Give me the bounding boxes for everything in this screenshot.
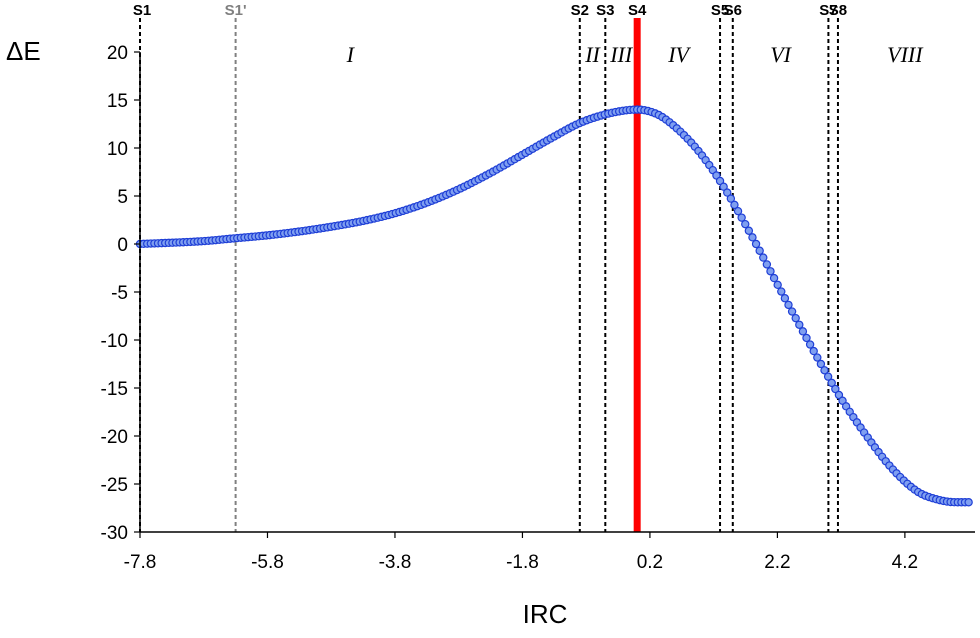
data-point [730, 200, 739, 210]
y-tick-label: -15 [101, 379, 128, 400]
x-axis-title: IRC [523, 599, 568, 629]
stage-label-9: S8 [829, 2, 847, 19]
region-label-6: VIII [887, 42, 924, 67]
region-label-4: IV [667, 42, 691, 67]
stage-label-3: S2 [571, 2, 589, 19]
data-point [784, 300, 793, 310]
data-point [827, 378, 836, 388]
stage-label-8: S7 [819, 2, 837, 19]
data-point [780, 294, 790, 303]
stage-label-4: S3 [596, 2, 614, 19]
axes [139, 52, 975, 533]
stage-label-6: S5 [711, 2, 729, 19]
x-tick-label: -3.8 [379, 552, 412, 573]
y-tick-label: -5 [111, 283, 128, 304]
data-point [802, 333, 811, 343]
y-tick-label: -30 [101, 523, 128, 544]
data-point [813, 353, 822, 362]
ticks: 20 15 10 5 0 -5 -10 -15 -20 -25 -30 -7.8 -5.8 -3.8 -1.… [101, 43, 919, 573]
data-point [787, 307, 797, 316]
y-tick-label: -20 [101, 427, 128, 448]
x-tick-label: -1.8 [506, 552, 539, 573]
data-point [805, 340, 815, 349]
y-tick-label: 5 [117, 187, 128, 208]
stage-label-1: S1 [133, 2, 151, 19]
data-point [759, 253, 768, 262]
data-point [773, 280, 782, 290]
stage-label-7: S6 [724, 2, 742, 19]
y-tick-label: 15 [107, 91, 128, 112]
data-point [737, 213, 746, 222]
data-point [762, 260, 772, 269]
data-point [795, 320, 804, 329]
region-label-1: I [346, 42, 356, 67]
data-point [820, 366, 829, 375]
data-point [777, 287, 786, 296]
y-tick-label: 0 [117, 235, 128, 256]
data-point [816, 359, 826, 369]
data-point [733, 206, 743, 216]
y-tick-label: -25 [101, 475, 128, 496]
data-point [766, 267, 775, 276]
y-tick-label: 10 [107, 139, 128, 160]
data-point [791, 313, 800, 323]
stage-label-2: S1' [225, 2, 247, 19]
y-tick-label: -10 [101, 331, 128, 352]
x-tick-label: 2.2 [764, 552, 790, 573]
data-point [744, 226, 754, 235]
x-tick-label: 0.2 [637, 552, 663, 573]
labels: ΔE IRC [6, 36, 567, 629]
data-point [823, 372, 833, 381]
data-series [135, 105, 973, 507]
data-point [809, 346, 818, 356]
region-label-5: VI [770, 42, 792, 67]
data-point [798, 327, 808, 336]
x-tick-label: -7.8 [124, 552, 157, 573]
y-tick-label: 20 [107, 43, 128, 64]
data-point [748, 233, 757, 242]
data-point [964, 498, 973, 507]
data-point [751, 239, 761, 249]
data-point [726, 194, 736, 203]
data-point [769, 273, 779, 283]
x-tick-label: -5.8 [251, 552, 284, 573]
data-point [831, 384, 840, 394]
x-tick-label: 4.2 [892, 552, 918, 573]
region-label-3: III [609, 42, 634, 67]
data-point [719, 182, 728, 191]
region-label-2: II [584, 42, 601, 67]
y-axis-title: ΔE [6, 36, 41, 66]
stage-label-5: S4 [628, 2, 647, 19]
data-point [723, 188, 732, 197]
data-point [755, 246, 764, 255]
data-point [741, 219, 750, 229]
